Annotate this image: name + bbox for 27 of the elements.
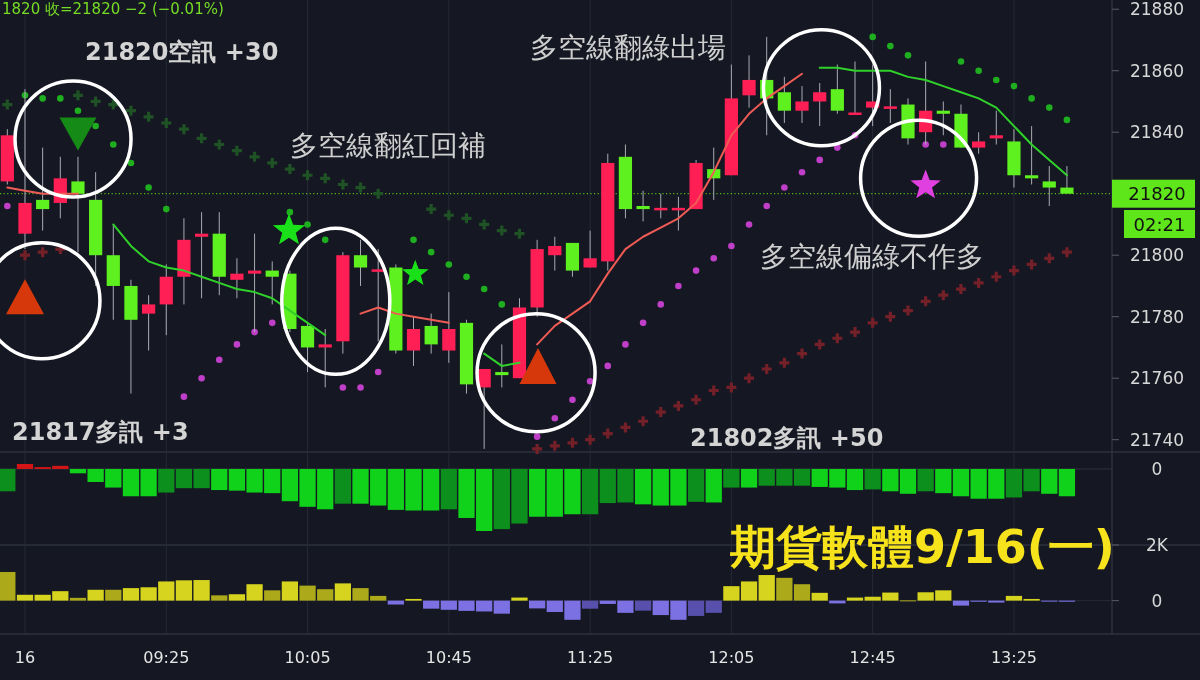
- y-tick-label: 2K: [1146, 535, 1169, 555]
- x-tick-label: 16: [14, 647, 36, 667]
- x-tick-label: 09:25: [143, 647, 190, 667]
- x-tick-label: 13:25: [990, 647, 1037, 667]
- y-tick-label: 21800: [1129, 245, 1185, 266]
- annotation: 多空線翻紅回補: [290, 129, 486, 162]
- ref-line-label: 21820: [1128, 183, 1186, 205]
- y-tick-label: 21840: [1129, 122, 1185, 143]
- annotation: 1820 收=21820 −2 (−0.01%): [2, 0, 224, 18]
- annotation: 多空線偏綠不作多: [760, 240, 984, 273]
- annotation: 21820空訊 +30: [85, 38, 279, 66]
- annotation: 多空線翻綠出場: [530, 31, 726, 64]
- x-tick-label: 10:05: [284, 647, 331, 667]
- y-tick-label: 21740: [1129, 429, 1185, 450]
- x-tick-label: 12:45: [849, 647, 896, 667]
- y-tick-label: 21780: [1129, 306, 1185, 327]
- x-tick-label: 11:25: [567, 647, 614, 667]
- x-tick-label: 10:45: [425, 647, 472, 667]
- annotation: 21802多訊 +50: [690, 424, 884, 452]
- text: 02:21: [1133, 213, 1186, 235]
- annotation: 期貨軟體9/16(一): [730, 520, 1115, 574]
- annotation: 21817多訊 +3: [12, 418, 189, 446]
- x-tick-label: 12:05: [708, 647, 755, 667]
- y-tick-label: 21760: [1129, 368, 1185, 389]
- y-tick-label: 21860: [1129, 60, 1185, 81]
- y-tick-label: 21880: [1129, 0, 1185, 20]
- y-tick-label: 0: [1151, 590, 1163, 611]
